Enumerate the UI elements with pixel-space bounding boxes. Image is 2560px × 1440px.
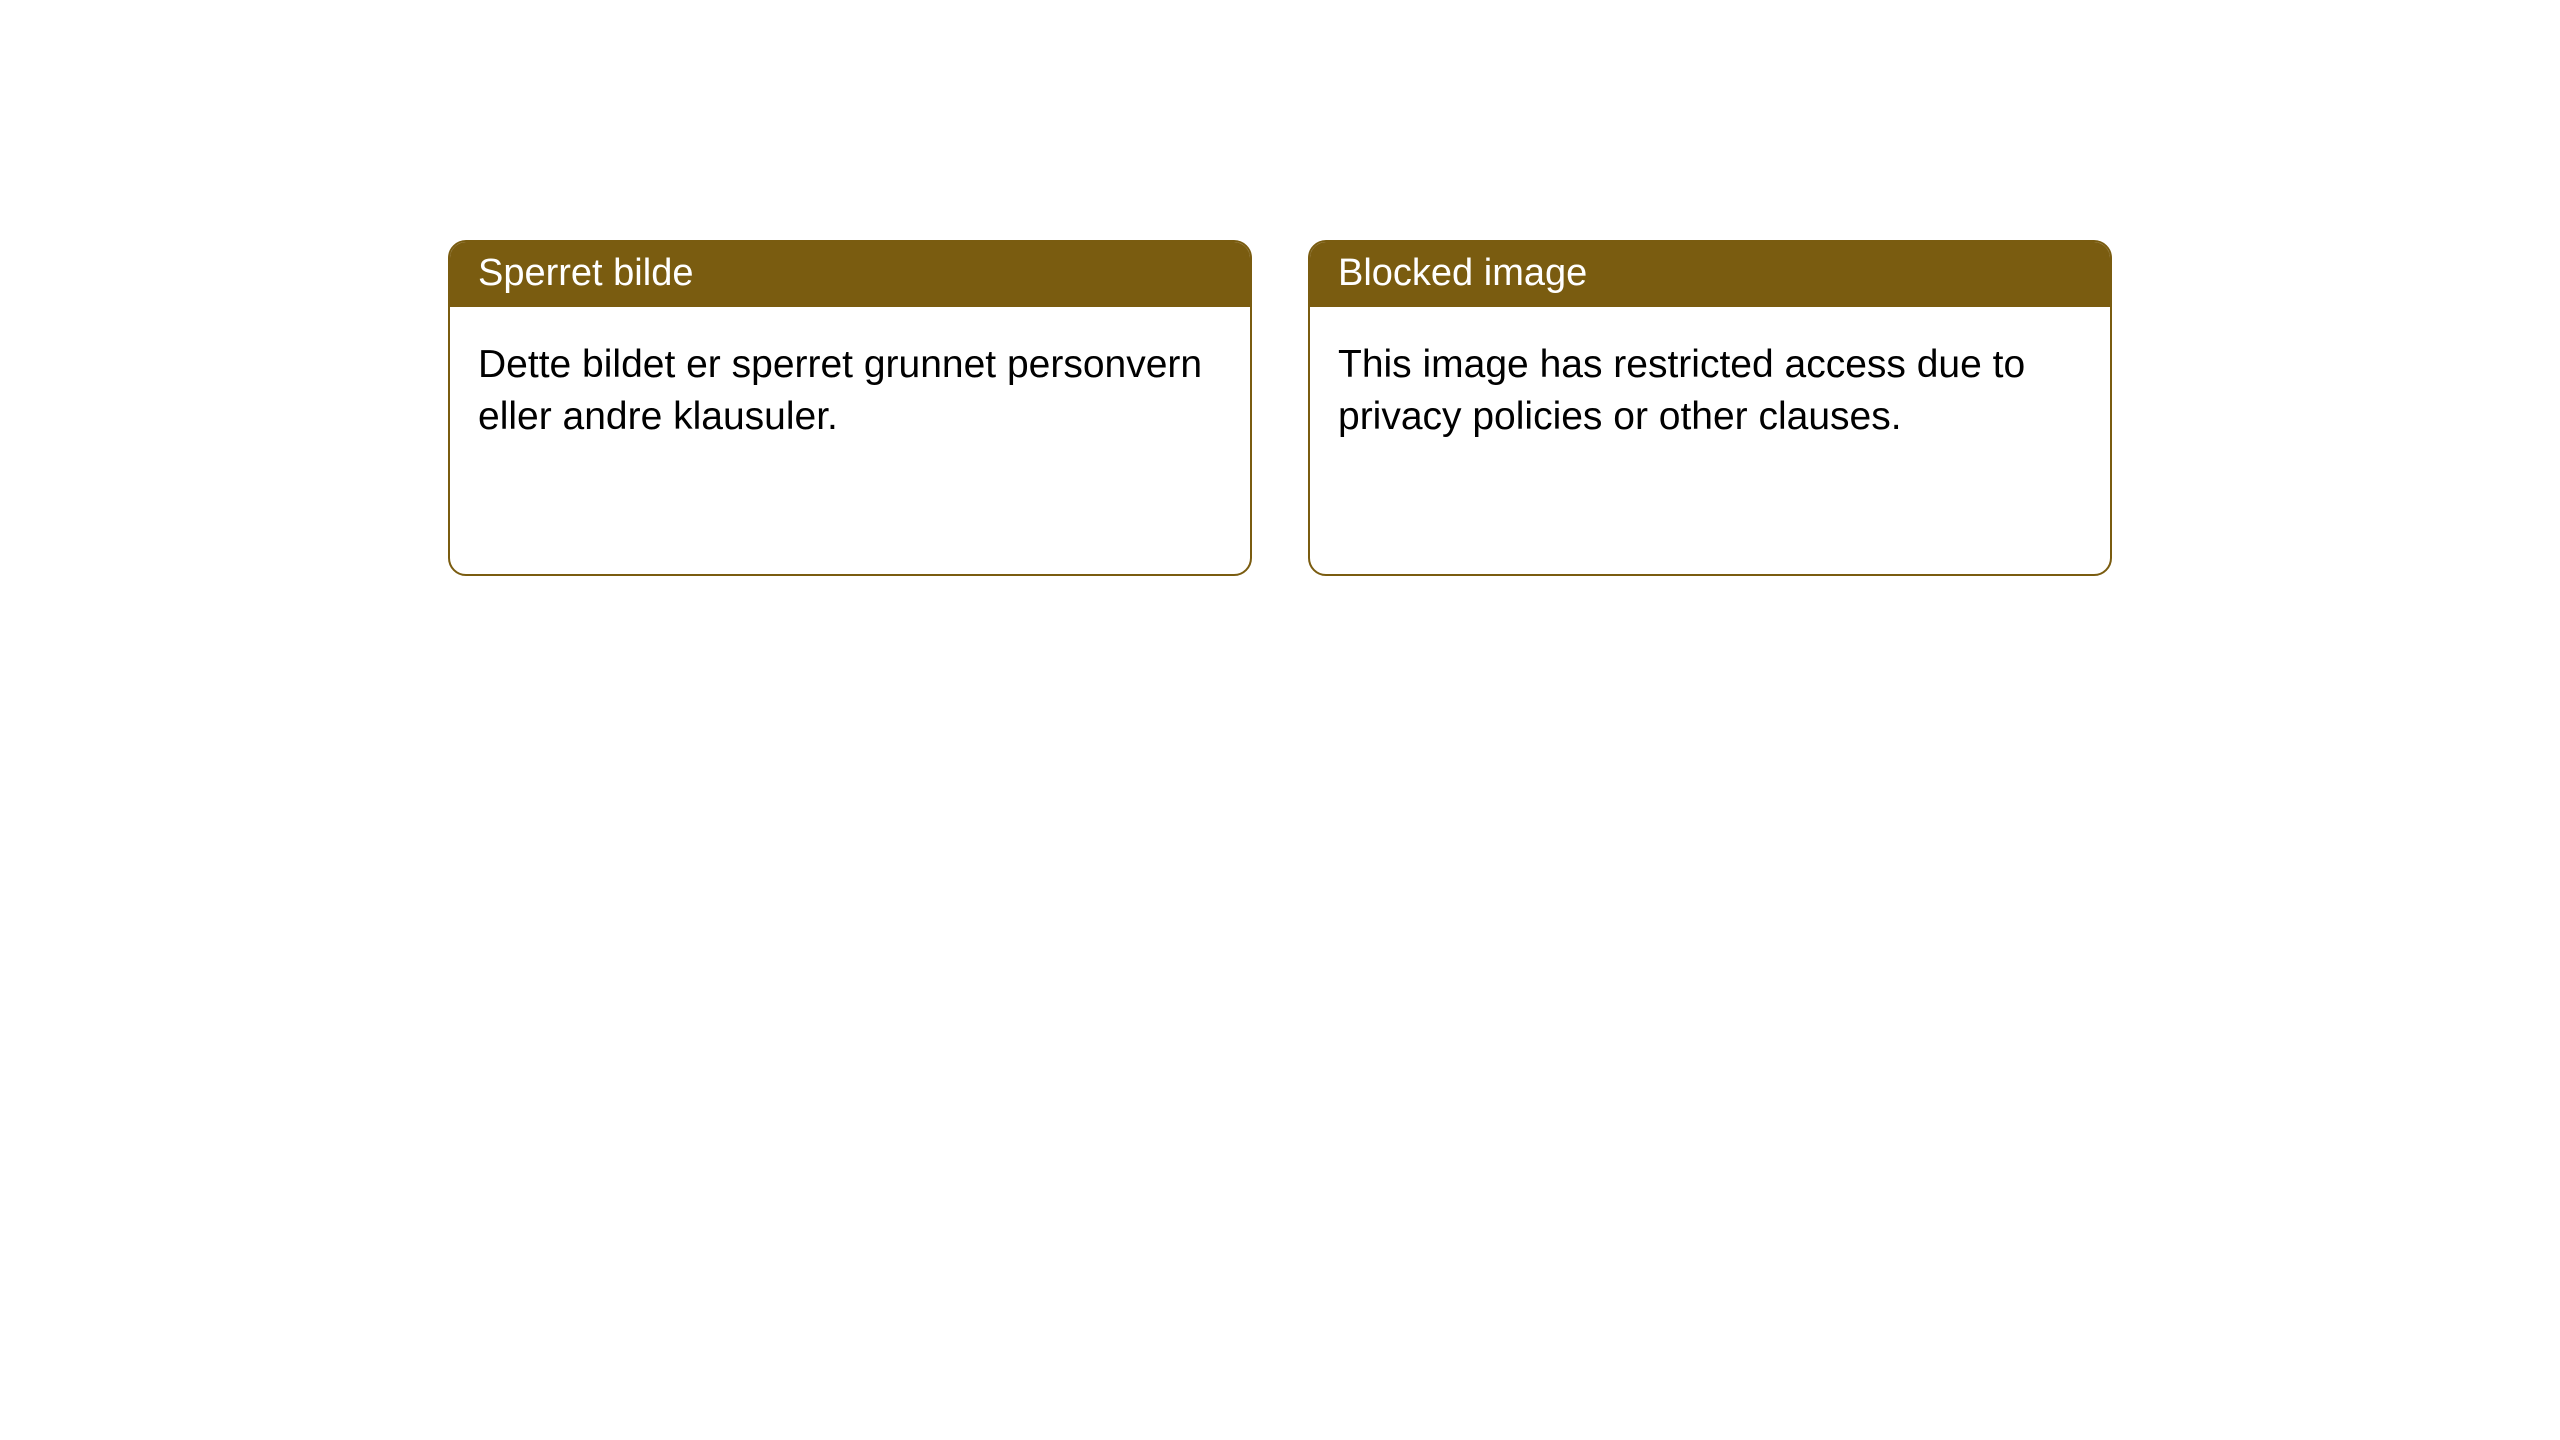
- notice-card-norwegian: Sperret bilde Dette bildet er sperret gr…: [448, 240, 1252, 576]
- notice-title-english: Blocked image: [1310, 242, 2110, 307]
- notice-body-norwegian: Dette bildet er sperret grunnet personve…: [450, 307, 1250, 475]
- notice-container: Sperret bilde Dette bildet er sperret gr…: [0, 0, 2560, 576]
- notice-title-norwegian: Sperret bilde: [450, 242, 1250, 307]
- notice-card-english: Blocked image This image has restricted …: [1308, 240, 2112, 576]
- notice-body-english: This image has restricted access due to …: [1310, 307, 2110, 475]
